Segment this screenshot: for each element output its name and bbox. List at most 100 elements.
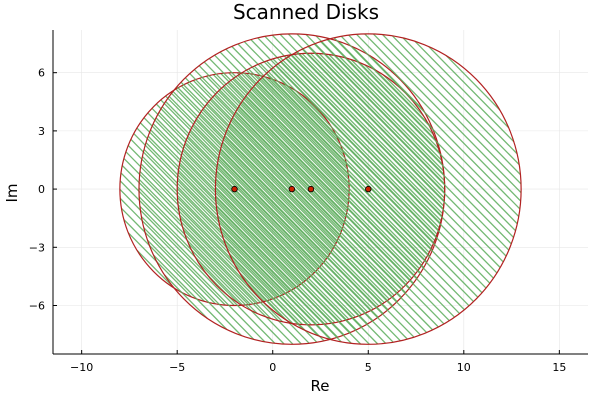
disk-hatch-line	[125, 151, 272, 300]
disk-hatch-line	[158, 111, 368, 325]
disk-hatch-line	[229, 254, 304, 331]
disk-hatch-line	[270, 69, 487, 289]
disk-hatch-line	[264, 35, 443, 217]
disk-hatch-line	[212, 74, 348, 212]
disk-hatch-line	[350, 59, 440, 149]
disk-hatch-line	[192, 80, 342, 232]
disk-hatch-line	[238, 106, 450, 322]
disk-hatch-line	[176, 86, 394, 307]
disk-hatch-line	[127, 232, 193, 298]
disk-hatch-line	[356, 33, 522, 202]
disk-hatch-line	[302, 94, 328, 121]
disk-hatch-line	[220, 148, 408, 340]
disk-hatch-line	[139, 122, 301, 286]
disk-hatch-line	[245, 72, 350, 178]
disk-hatch-line	[147, 239, 242, 337]
disk-hatch-line	[186, 137, 363, 316]
y-tick-label: −3	[29, 241, 45, 254]
disk-outline	[214, 33, 522, 345]
disk-hatch-line	[138, 179, 302, 345]
disk-hatch-line	[120, 172, 251, 305]
disk-hatch-line	[333, 37, 518, 225]
disk-hatch-line	[193, 69, 411, 289]
disk-hatch-line	[143, 117, 306, 282]
disk-0	[119, 72, 350, 307]
disk-hatch-line	[296, 51, 504, 263]
disk-hatch-line	[139, 170, 310, 344]
disk-hatch-line	[320, 41, 514, 238]
disk-hatch-line	[123, 158, 266, 302]
disk-hatch-line	[272, 58, 440, 229]
disk-hatch-line	[152, 254, 228, 331]
disk-hatch-line	[219, 227, 331, 340]
disk-hatch-line	[257, 37, 442, 225]
disk-hatch-line	[136, 127, 296, 289]
disk-hatch-line	[267, 77, 345, 156]
disk-hatch-line	[391, 35, 520, 166]
disk-hatch-line	[220, 73, 349, 204]
disk-hatch-line	[281, 82, 340, 142]
disk-hatch-line	[123, 219, 206, 302]
x-tick-label: 0	[269, 361, 276, 374]
disk-hatch-line	[133, 133, 290, 292]
disk-hatch-line	[293, 53, 445, 207]
disk-hatch-line	[119, 188, 235, 306]
y-tick-label: −6	[29, 299, 45, 312]
disk-hatch-line	[315, 35, 444, 166]
disk-hatch-line	[236, 72, 350, 187]
disk-hatch-line	[180, 81, 398, 303]
disk-hatch-line	[237, 43, 436, 245]
disk-hatch-line	[428, 46, 510, 129]
center-point	[288, 185, 296, 193]
disk-hatch-line	[172, 91, 389, 311]
disk-hatch-line	[165, 101, 379, 318]
disk-hatch-line	[218, 155, 401, 342]
disk-hatch-line	[340, 35, 520, 217]
disk-hatch-line	[121, 165, 259, 304]
disk-hatch-line	[248, 68, 430, 253]
disk-hatch-line	[301, 53, 445, 199]
disk-hatch-line	[252, 86, 470, 307]
disk-hatch-line	[147, 135, 345, 336]
center-point	[365, 185, 372, 193]
disk-hatch-line	[250, 39, 440, 232]
disk-hatch-line	[231, 45, 433, 251]
disk-hatch-line	[445, 55, 501, 111]
disk-hatch-line	[177, 179, 321, 326]
disk-hatch-line	[351, 46, 433, 129]
chart-title: Scanned Disks	[233, 0, 379, 24]
disk-hatch-line	[224, 135, 421, 336]
disk-hatch-line	[189, 73, 407, 294]
disk-hatch-line	[182, 150, 350, 320]
disk-outline	[176, 52, 446, 326]
disk-hatch-line	[245, 95, 461, 315]
disk-hatch-line	[243, 41, 438, 238]
disk-hatch-line	[240, 274, 285, 319]
disk-hatch-line	[120, 207, 217, 305]
disk-hatch-line	[313, 43, 512, 245]
disk-hatch-line	[266, 60, 438, 235]
disk-hatch-line	[305, 34, 445, 176]
disk-hatch-line	[119, 180, 244, 306]
disk-hatch-line	[256, 81, 475, 303]
disk-hatch-line	[265, 73, 483, 294]
y-ticks: −6 −3 0 3 6	[29, 67, 57, 312]
disk-hatch-line	[214, 187, 370, 345]
disk-hatch-line	[369, 55, 424, 111]
disk-hatch-line	[152, 123, 357, 331]
x-tick-label: −10	[70, 361, 93, 374]
disk-hatch-line	[198, 65, 414, 284]
points-layer	[231, 185, 372, 193]
disk-hatch-line	[119, 197, 226, 306]
disk-hatch-line	[279, 33, 445, 202]
disk-hatch-line	[209, 99, 400, 292]
disk-hatch-line	[199, 77, 345, 225]
disk-hatch-line	[215, 196, 362, 345]
disk-hatch-line	[205, 104, 395, 296]
disk-hatch-line	[143, 227, 255, 340]
disk-hatch-line	[184, 143, 356, 318]
x-ticks: −10 −5 0 5 10 15	[70, 350, 566, 374]
disk-hatch-line	[285, 58, 498, 274]
y-tick-label: 3	[38, 125, 45, 138]
